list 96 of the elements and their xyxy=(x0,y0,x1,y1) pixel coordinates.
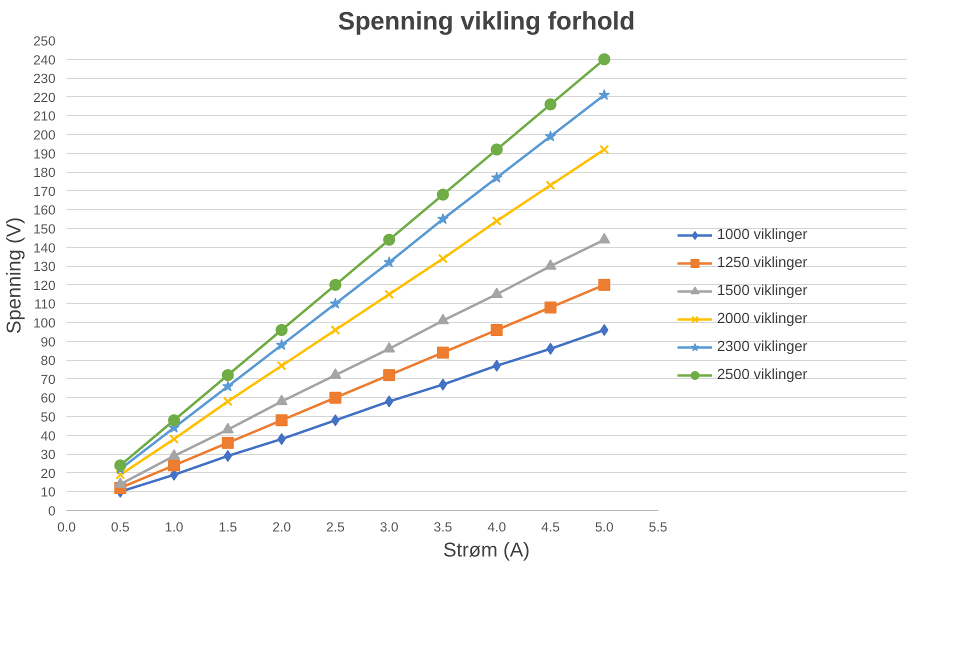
point xyxy=(222,396,233,406)
point xyxy=(383,256,395,268)
point xyxy=(599,144,610,154)
x-axis-title: Strøm (A) xyxy=(443,540,530,562)
x-tick-label: 2.5 xyxy=(326,520,345,534)
point xyxy=(329,278,342,291)
x-tick-label: 0.5 xyxy=(111,520,130,534)
y-tick-label: 130 xyxy=(33,259,56,274)
y-tick-label: 230 xyxy=(33,71,56,86)
point xyxy=(438,378,448,391)
legend-label: 1250 viklinger xyxy=(717,255,808,271)
point xyxy=(114,459,126,472)
point xyxy=(222,380,234,392)
point xyxy=(276,360,286,371)
point xyxy=(490,144,503,156)
point xyxy=(383,234,396,246)
x-tick-label: 4.5 xyxy=(541,520,560,534)
y-tick-label: 70 xyxy=(40,372,56,387)
point xyxy=(598,89,610,100)
x-tick-label: 0.0 xyxy=(57,520,76,534)
legend-label: 1000 viklinger xyxy=(717,227,808,243)
y-tick-label: 170 xyxy=(33,184,56,199)
y-tick-label: 220 xyxy=(33,90,56,105)
point xyxy=(544,130,556,142)
y-tick-label: 160 xyxy=(33,202,56,218)
point xyxy=(546,342,555,355)
point xyxy=(492,216,502,226)
point xyxy=(490,172,502,183)
point xyxy=(222,436,234,449)
point xyxy=(329,368,342,379)
y-tick-label: 90 xyxy=(40,334,56,350)
x-tick-label: 1.5 xyxy=(218,520,238,534)
y-tick-label: 150 xyxy=(33,222,56,236)
point xyxy=(114,477,126,488)
point xyxy=(330,325,340,335)
y-tick-label: 40 xyxy=(40,428,56,444)
point xyxy=(598,278,610,291)
point xyxy=(384,289,394,300)
point xyxy=(436,346,449,359)
point xyxy=(330,298,342,309)
point xyxy=(276,324,288,336)
x-tick-label: 3.0 xyxy=(380,520,398,534)
y-tick-label: 120 xyxy=(33,278,56,293)
y-tick-label: 50 xyxy=(40,410,56,424)
x-tick-label: 1.0 xyxy=(164,520,184,534)
y-tick-label: 10 xyxy=(40,484,56,500)
point xyxy=(384,395,394,408)
x-tick-label: 2.0 xyxy=(272,520,291,534)
y-tick-label: 80 xyxy=(40,353,56,368)
y-tick-label: 200 xyxy=(33,128,56,142)
point xyxy=(222,369,234,382)
point xyxy=(598,53,610,66)
x-tick-label: 4.0 xyxy=(487,520,506,534)
x-tick-label: 3.5 xyxy=(434,520,452,534)
point xyxy=(436,314,449,324)
y-tick-label: 180 xyxy=(33,165,56,180)
point xyxy=(490,324,503,336)
y-tick-label: 100 xyxy=(33,316,56,330)
y-tick-label: 20 xyxy=(40,466,56,481)
point xyxy=(438,254,448,264)
legend-label: 2300 viklinger xyxy=(717,339,808,355)
x-tick-label: 5.0 xyxy=(595,520,614,534)
y-tick-label: 210 xyxy=(33,108,56,124)
legend-label: 2000 viklinger xyxy=(717,311,808,327)
point xyxy=(276,339,288,350)
y-tick-label: 240 xyxy=(33,52,56,68)
point xyxy=(383,369,396,382)
y-axis-title: Spenning (V) xyxy=(3,217,26,334)
point xyxy=(329,392,342,404)
y-tick-label: 30 xyxy=(40,447,56,462)
point xyxy=(544,98,556,110)
y-tick-label: 110 xyxy=(34,296,56,312)
point xyxy=(168,449,180,460)
chart-title: Spenning vikling forhold xyxy=(338,8,635,36)
point xyxy=(169,434,179,444)
y-tick-label: 190 xyxy=(33,146,56,162)
x-tick-label: 5.5 xyxy=(648,520,668,534)
legend-label: 2500 viklinger xyxy=(717,367,808,383)
point xyxy=(544,301,556,314)
point xyxy=(276,394,288,406)
point xyxy=(222,422,234,434)
point xyxy=(276,414,288,426)
point xyxy=(277,433,286,446)
point xyxy=(168,459,180,472)
point xyxy=(546,180,556,190)
y-tick-label: 250 xyxy=(33,34,56,48)
point xyxy=(544,259,556,270)
y-tick-label: 60 xyxy=(40,390,56,406)
point xyxy=(436,188,449,201)
point xyxy=(331,414,340,426)
point xyxy=(115,470,126,480)
point xyxy=(168,414,180,426)
point xyxy=(437,213,449,224)
y-tick-label: 0 xyxy=(48,504,56,518)
y-tick-label: 140 xyxy=(33,240,56,256)
legend-label: 1500 viklinger xyxy=(717,283,808,299)
